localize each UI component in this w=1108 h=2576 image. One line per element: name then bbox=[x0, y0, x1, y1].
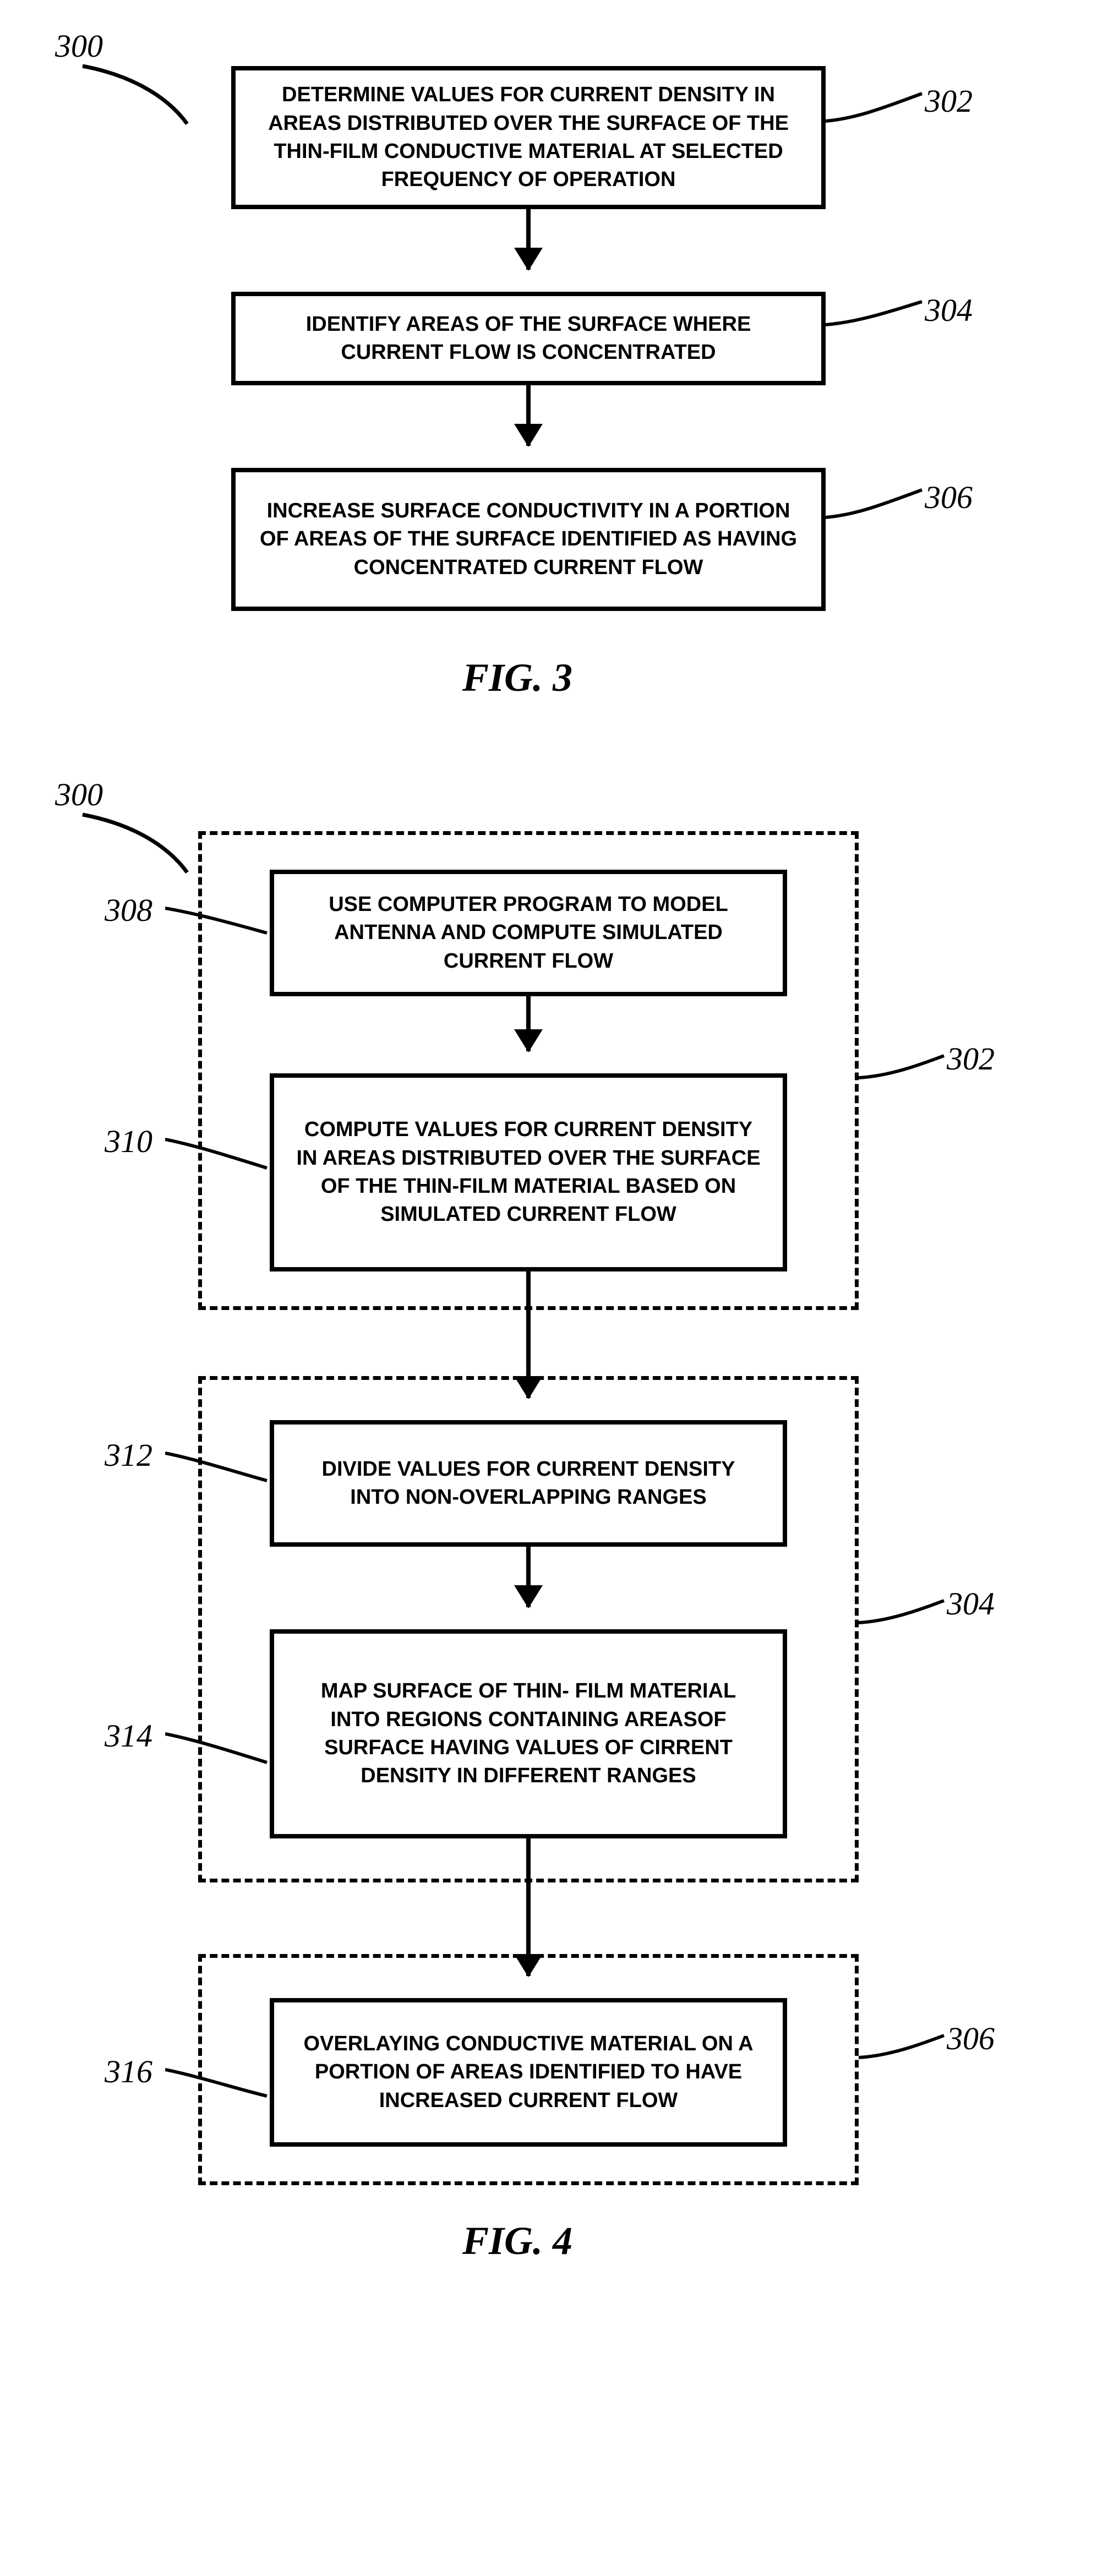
figure-4: 300 302 USE COMPUTER PROGRAM TO MODEL AN… bbox=[110, 782, 991, 2554]
fig3-caption: FIG. 3 bbox=[462, 655, 572, 701]
leader-304-fig3 bbox=[826, 297, 925, 336]
arrow-308-310 bbox=[526, 996, 531, 1051]
box-308: USE COMPUTER PROGRAM TO MODEL ANTENNA AN… bbox=[270, 870, 787, 996]
ref-302-fig3: 302 bbox=[925, 83, 973, 119]
leader-302-fig3 bbox=[826, 88, 925, 132]
box-302-text: DETERMINE VALUES FOR CURRENT DENSITY IN … bbox=[258, 81, 799, 194]
hook-300-fig3 bbox=[66, 61, 209, 138]
fig4-caption: FIG. 4 bbox=[462, 2218, 572, 2264]
ref-304-fig3: 304 bbox=[925, 292, 973, 329]
ref-302-fig4: 302 bbox=[947, 1040, 995, 1077]
box-310-text: COMPUTE VALUES FOR CURRENT DENSITY IN AR… bbox=[296, 1116, 761, 1229]
leader-g306 bbox=[859, 2031, 947, 2070]
ref-306-fig3: 306 bbox=[925, 479, 973, 516]
ref-306-fig4: 306 bbox=[947, 2020, 995, 2057]
box-304-text: IDENTIFY AREAS OF THE SURFACE WHERE CURR… bbox=[258, 310, 799, 367]
box-306-text: INCREASE SURFACE CONDUCTIVITY IN A PORTI… bbox=[258, 497, 799, 582]
ref-308: 308 bbox=[105, 892, 152, 929]
ref-316: 316 bbox=[105, 2053, 152, 2090]
hook-300-fig4 bbox=[66, 809, 209, 886]
box-308-text: USE COMPUTER PROGRAM TO MODEL ANTENNA AN… bbox=[296, 891, 761, 975]
leader-g302 bbox=[859, 1051, 947, 1090]
arrow-302-304 bbox=[526, 209, 531, 270]
box-312-text: DIVIDE VALUES FOR CURRENT DENSITY INTO N… bbox=[296, 1455, 761, 1512]
box-314-text: MAP SURFACE OF THIN- FILM MATERIAL INTO … bbox=[296, 1677, 761, 1790]
leader-306-fig3 bbox=[826, 484, 925, 528]
box-306: INCREASE SURFACE CONDUCTIVITY IN A PORTI… bbox=[231, 468, 826, 611]
ref-314: 314 bbox=[105, 1717, 152, 1754]
box-314: MAP SURFACE OF THIN- FILM MATERIAL INTO … bbox=[270, 1629, 787, 1838]
ref-300-fig3: 300 bbox=[55, 28, 103, 64]
box-304: IDENTIFY AREAS OF THE SURFACE WHERE CURR… bbox=[231, 292, 826, 385]
ref-304-fig4: 304 bbox=[947, 1585, 995, 1622]
ref-312: 312 bbox=[105, 1437, 152, 1473]
ref-300-fig4: 300 bbox=[55, 776, 103, 813]
arrow-312-314 bbox=[526, 1547, 531, 1607]
box-316: OVERLAYING CONDUCTIVE MATERIAL ON A PORT… bbox=[270, 1998, 787, 2147]
box-312: DIVIDE VALUES FOR CURRENT DENSITY INTO N… bbox=[270, 1420, 787, 1547]
leader-g304 bbox=[859, 1596, 947, 1635]
box-302: DETERMINE VALUES FOR CURRENT DENSITY IN … bbox=[231, 66, 826, 209]
figure-3: 300 DETERMINE VALUES FOR CURRENT DENSITY… bbox=[110, 33, 991, 727]
box-316-text: OVERLAYING CONDUCTIVE MATERIAL ON A PORT… bbox=[296, 2030, 761, 2115]
ref-310: 310 bbox=[105, 1123, 152, 1160]
arrow-304-306 bbox=[526, 385, 531, 446]
box-310: COMPUTE VALUES FOR CURRENT DENSITY IN AR… bbox=[270, 1073, 787, 1271]
